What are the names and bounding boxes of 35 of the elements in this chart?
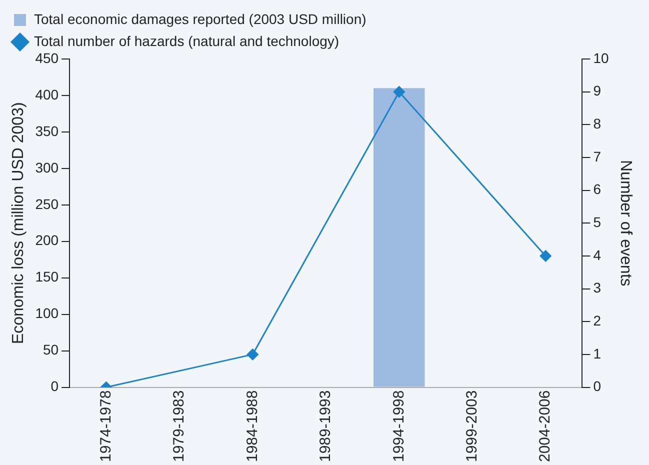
point <box>246 348 258 360</box>
y-tick-label: 0 <box>50 378 59 394</box>
x-tick-label: 2004-2006 <box>536 390 554 462</box>
y2-tick-label: 8 <box>593 116 602 132</box>
y2-tick-label: 7 <box>593 148 602 164</box>
y-tick-label: 300 <box>35 159 59 176</box>
y2-axis-title: Number of events <box>616 160 634 286</box>
y2-tick-label: 0 <box>593 378 602 394</box>
y2-tick-label: 9 <box>593 82 602 99</box>
y-tick-label: 200 <box>35 232 59 248</box>
x-tick-label: 1994-1998 <box>390 390 408 462</box>
point <box>540 250 552 262</box>
y-tick-label: 50 <box>42 342 59 358</box>
y2-tick-label: 10 <box>593 50 610 66</box>
x-tick-label: 1984-1988 <box>244 390 261 462</box>
y-tick-label: 350 <box>35 122 59 139</box>
y2-tick-label: 6 <box>593 181 602 198</box>
legend-label: Total number of hazards (natural and technology) <box>34 32 340 49</box>
x-tick-label: 1999-2003 <box>464 390 481 462</box>
y-axis-title: Economic loss (million USD 2003) <box>10 102 28 344</box>
y2-tick-label: 3 <box>593 280 602 296</box>
y2-tick-label: 4 <box>593 246 602 263</box>
y-tick-label: 400 <box>35 86 59 102</box>
y-tick-label: 150 <box>35 268 59 285</box>
y2-tick-label: 2 <box>593 312 602 328</box>
point <box>393 86 405 98</box>
x-tick-label: 1974-1978 <box>97 390 114 462</box>
y-tick-label: 250 <box>35 196 59 212</box>
y-tick-label: 100 <box>35 305 59 322</box>
y2-tick-label: 1 <box>593 345 602 362</box>
y-tick-label: 450 <box>35 50 59 66</box>
legend-label: Total economic damages reported (2003 USD million) <box>34 10 366 27</box>
x-tick-label: 1989-1993 <box>317 390 334 462</box>
y2-tick-label: 5 <box>593 214 602 230</box>
x-tick-label: 1979-1983 <box>170 390 188 462</box>
